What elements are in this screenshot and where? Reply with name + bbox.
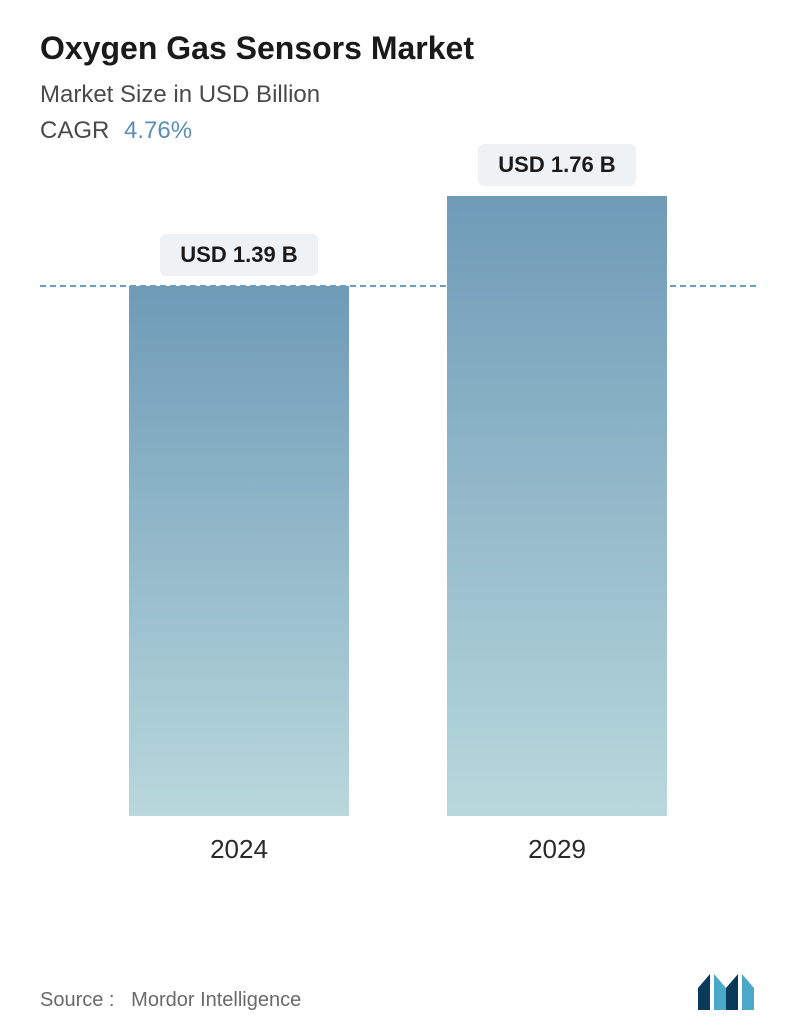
chart-area: USD 1.39 B2024USD 1.76 B2029 bbox=[40, 185, 756, 865]
source-text: Source : Mordor Intelligence bbox=[40, 989, 301, 1012]
x-axis-label: 2024 bbox=[210, 834, 268, 865]
cagr-label: CAGR bbox=[40, 117, 109, 144]
source-label: Source : bbox=[40, 989, 114, 1011]
value-label: USD 1.39 B bbox=[160, 234, 317, 276]
bar-group-2024: USD 1.39 B 2024 bbox=[119, 234, 359, 865]
bars-container: USD 1.39 B2024USD 1.76 B2029 bbox=[40, 185, 756, 865]
bar bbox=[447, 196, 667, 816]
cagr-line: CAGR 4.76% bbox=[40, 117, 756, 145]
page-title: Oxygen Gas Sensors Market bbox=[40, 30, 756, 67]
subtitle: Market Size in USD Billion bbox=[40, 81, 756, 109]
footer: Source : Mordor Intelligence bbox=[40, 970, 756, 1012]
x-axis-label: 2029 bbox=[528, 834, 586, 865]
source-value: Mordor Intelligence bbox=[131, 989, 301, 1011]
cagr-value: 4.76% bbox=[124, 117, 192, 144]
bar bbox=[129, 286, 349, 816]
logo-icon bbox=[696, 970, 756, 1012]
value-label: USD 1.76 B bbox=[478, 144, 635, 186]
chart-container: Oxygen Gas Sensors Market Market Size in… bbox=[0, 0, 796, 1034]
bar-group-2029: USD 1.76 B 2029 bbox=[437, 144, 677, 865]
brand-logo bbox=[696, 970, 756, 1012]
